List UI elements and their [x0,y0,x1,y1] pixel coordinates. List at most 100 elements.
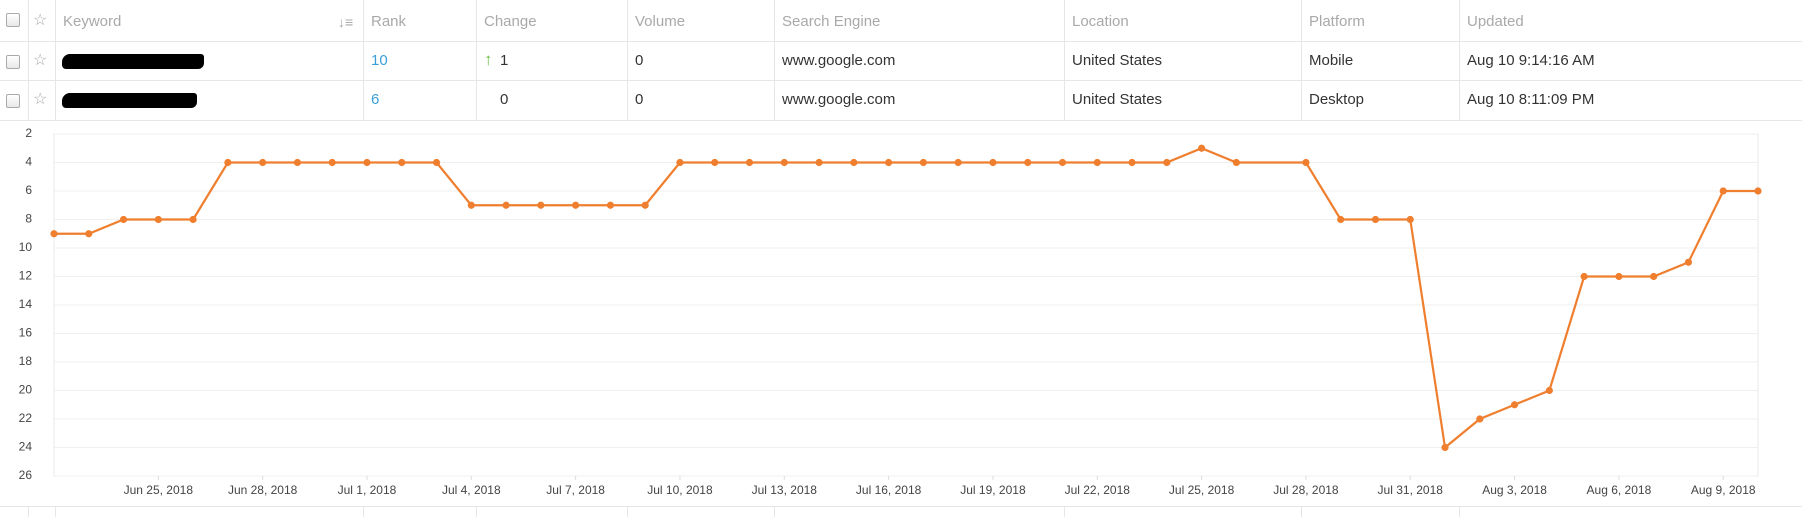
x-tick-label: Jul 10, 2018 [647,483,713,497]
data-point [954,158,962,167]
data-point [1580,272,1588,281]
column-divider [1301,507,1302,517]
table-cell: www.google.com [782,52,896,69]
column-divider [28,0,29,120]
data-point [537,201,545,209]
column-header[interactable]: Updated [1467,13,1524,30]
y-tick-label: 20 [19,383,33,397]
data-point [919,158,927,167]
column-divider [1064,507,1065,517]
redacted-keyword [62,93,197,108]
x-tick-label: Jul 16, 2018 [856,483,922,497]
data-point [1476,415,1484,423]
data-point [1093,158,1101,167]
x-tick-label: Jun 25, 2018 [124,483,194,497]
table-cell: Aug 10 8:11:09 PM [1467,91,1595,108]
data-point [745,158,754,167]
select-all-checkbox[interactable] [6,13,20,27]
data-point [259,158,267,167]
x-tick-label: Jul 4, 2018 [442,483,501,497]
data-point [572,201,580,209]
column-divider [627,507,628,517]
y-tick-label: 22 [19,411,33,425]
data-point [1163,158,1171,167]
column-divider [28,507,29,517]
x-tick-label: Aug 6, 2018 [1587,483,1652,497]
data-point [1650,272,1658,281]
column-divider [774,507,775,517]
y-tick-label: 26 [19,468,33,482]
x-tick-label: Jul 13, 2018 [752,483,818,497]
data-point [1406,215,1414,224]
column-header[interactable]: Volume [635,13,686,30]
y-tick-label: 2 [25,126,32,140]
y-tick-label: 16 [19,326,33,340]
y-tick-label: 14 [19,297,33,311]
column-header[interactable]: Change [484,13,537,30]
data-point [328,158,336,167]
data-point [641,201,649,209]
data-point [119,215,128,224]
column-divider [1459,507,1460,517]
plot-area [53,133,1759,477]
column-divider [1064,0,1065,120]
y-tick-label: 24 [19,440,33,454]
data-point [1024,158,1032,167]
data-point [154,215,162,224]
x-tick-label: Aug 9, 2018 [1691,483,1756,497]
table-cell: www.google.com [782,91,896,108]
data-point [676,158,684,167]
data-point [363,158,371,167]
data-point [1719,187,1727,195]
column-divider [363,507,364,517]
table-cell: Mobile [1309,52,1354,69]
x-tick-label: Jul 1, 2018 [338,483,397,497]
star-icon[interactable]: ☆ [33,52,48,69]
row-checkbox[interactable] [6,55,20,69]
sort-icon: ↓≡ [338,14,354,30]
row-checkbox[interactable] [6,94,20,108]
data-point [432,158,441,167]
data-point [398,158,406,167]
row-divider [0,506,1802,507]
rank-line [54,147,1758,450]
data-point [850,158,858,167]
data-point [1441,443,1449,452]
rank-link[interactable]: 6 [371,91,380,108]
data-point [224,158,232,167]
y-tick-label: 18 [19,354,33,368]
x-tick-label: Jul 7, 2018 [546,483,605,497]
column-header[interactable]: Location [1072,13,1129,30]
data-point [50,230,58,238]
x-tick-label: Jun 28, 2018 [228,483,298,497]
star-icon[interactable]: ☆ [33,91,48,108]
redacted-keyword [62,54,204,69]
column-header[interactable]: Rank [371,13,407,30]
x-tick-label: Jul 31, 2018 [1378,483,1444,497]
table-cell: 1 [500,52,509,69]
data-point [1371,215,1380,224]
column-divider [1459,0,1460,120]
column-header[interactable]: Keyword [63,13,122,30]
data-point [1337,215,1345,224]
column-divider [627,0,628,120]
data-point [502,201,510,209]
data-point [467,201,475,209]
x-tick-label: Jul 28, 2018 [1273,483,1339,497]
data-point [1058,158,1067,167]
data-point [1197,144,1206,152]
column-divider [55,0,56,120]
row-divider [0,120,1802,121]
y-tick-label: 4 [25,155,32,169]
rank-link[interactable]: 10 [371,52,388,69]
column-header[interactable]: Platform [1309,13,1365,30]
table-cell: United States [1072,52,1163,69]
y-tick-label: 12 [19,269,33,283]
column-header[interactable]: Search Engine [782,13,881,30]
x-tick-label: Jul 22, 2018 [1065,483,1131,497]
data-point [1615,272,1623,281]
data-point [1510,401,1519,409]
table-cell: 0 [635,91,644,108]
